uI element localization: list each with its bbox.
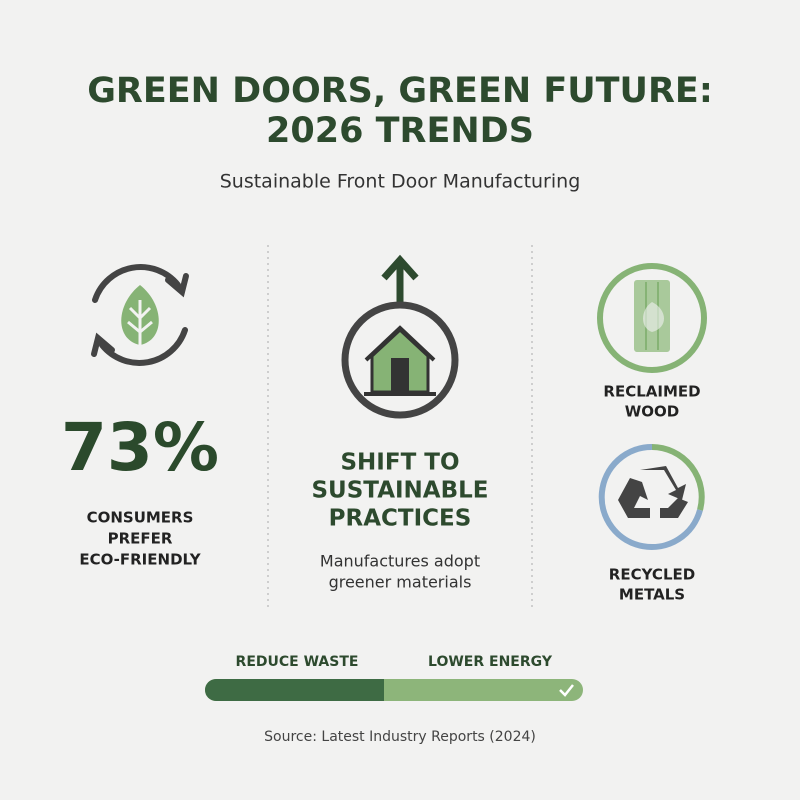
heading: SUSTAINABLE bbox=[311, 478, 488, 504]
stat-label: ECO-FRIENDLY bbox=[79, 551, 201, 569]
item-label: RECLAIMED bbox=[603, 383, 700, 401]
stat-label: PREFER bbox=[108, 530, 173, 548]
house-icon bbox=[341, 254, 459, 419]
progress-segment bbox=[205, 679, 384, 701]
stat: 73% bbox=[61, 409, 219, 486]
title: GREEN DOORS, GREEN FUTURE: bbox=[87, 71, 713, 111]
item-label: RECYCLED bbox=[609, 566, 695, 584]
item-label: WOOD bbox=[625, 403, 680, 421]
recycle-icon bbox=[598, 443, 705, 550]
cycle-icon bbox=[91, 264, 189, 366]
bar-label: LOWER ENERGY bbox=[428, 654, 553, 670]
check-icon bbox=[559, 684, 574, 697]
subtitle: Sustainable Front Door Manufacturing bbox=[220, 171, 581, 193]
description: Manufactures adopt bbox=[320, 552, 480, 571]
leaf-icon bbox=[121, 285, 159, 355]
description: greener materials bbox=[329, 573, 472, 592]
heading: SHIFT TO bbox=[340, 450, 459, 476]
heading: PRACTICES bbox=[329, 506, 472, 532]
title: 2026 TRENDS bbox=[266, 111, 534, 151]
source: Source: Latest Industry Reports (2024) bbox=[264, 729, 536, 745]
bar-label: REDUCE WASTE bbox=[236, 654, 359, 670]
item-label: METALS bbox=[619, 586, 685, 604]
wood-icon bbox=[597, 263, 707, 373]
stat-label: CONSUMERS bbox=[87, 509, 194, 527]
